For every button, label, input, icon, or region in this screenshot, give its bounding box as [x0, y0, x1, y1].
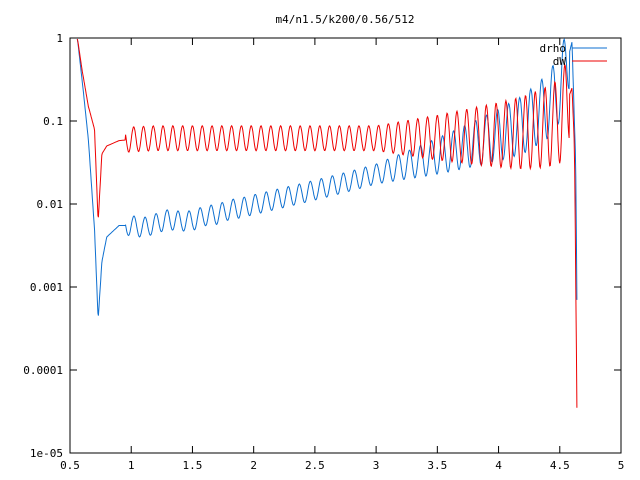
x-tick-label: 4.5	[550, 459, 570, 472]
axis-ticks: 0.5 1 1.5 2 2.5 3 3.5 4 4.5 5 1 0.1 0.01 0.001 0.0001 1…	[23, 32, 624, 472]
series-lines	[76, 37, 578, 408]
x-tick-label: 0.5	[60, 459, 80, 472]
legend-label-dW: dW	[553, 55, 567, 68]
x-tick-label: 2.5	[305, 459, 325, 472]
y-tick-label: 1e-05	[30, 447, 63, 460]
y-tick-label: 0.0001	[23, 364, 63, 377]
legend-label-drho: drho	[540, 42, 567, 55]
series-line-dW	[76, 38, 578, 408]
y-tick-label: 0.001	[30, 281, 63, 294]
x-tick-label: 1	[128, 459, 135, 472]
y-tick-label: 1	[56, 32, 63, 45]
x-tick-label: 4	[495, 459, 502, 472]
y-tick-label: 0.01	[37, 198, 64, 211]
series-line-drho	[76, 37, 578, 316]
x-tick-label: 2	[250, 459, 257, 472]
x-tick-label: 3.5	[427, 459, 447, 472]
x-tick-label: 1.5	[183, 459, 203, 472]
x-tick-label: 5	[618, 459, 625, 472]
y-tick-label: 0.1	[43, 115, 63, 128]
x-tick-label: 3	[373, 459, 380, 472]
chart-title: m4/n1.5/k200/0.56/512	[275, 13, 414, 26]
plot-frame	[69, 37, 622, 454]
